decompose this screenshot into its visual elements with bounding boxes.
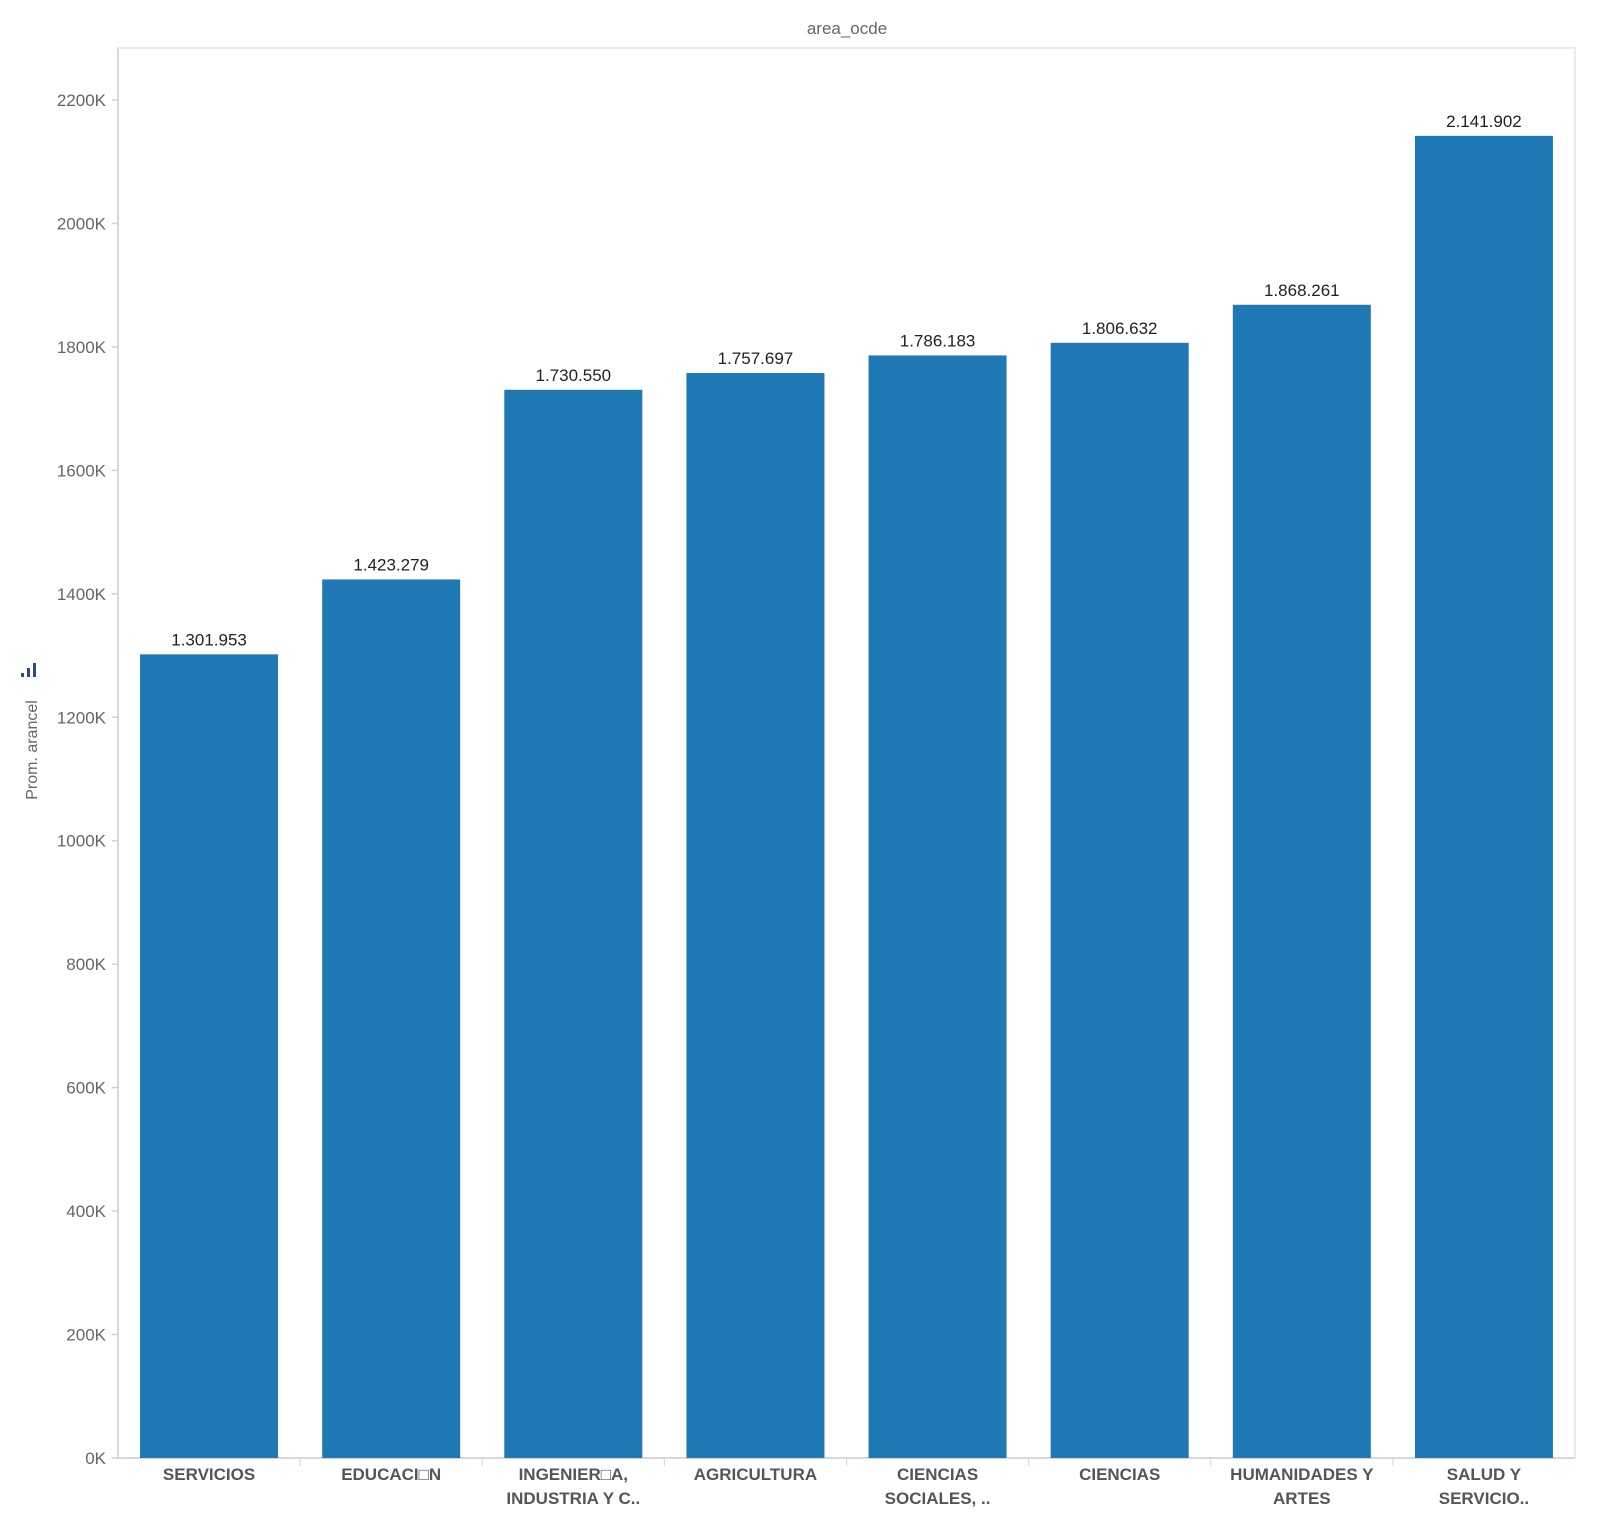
- y-tick-label: 1000K: [57, 832, 107, 851]
- x-tick-label: AGRICULTURA: [694, 1465, 817, 1484]
- x-tick-label: SERVICIO..: [1439, 1489, 1529, 1508]
- x-tick-label: HUMANIDADES Y: [1230, 1465, 1374, 1484]
- bar[interactable]: [1232, 304, 1371, 1458]
- data-label: 2.141.902: [1446, 112, 1522, 131]
- y-axis-ticks: 0K 200K 400K 600K 800K 1000K 1200K 1400K 1600K 18…: [57, 91, 118, 1468]
- y-tick-label: 2200K: [57, 91, 107, 110]
- bar[interactable]: [868, 355, 1007, 1458]
- data-label: 1.730.550: [535, 366, 611, 385]
- bars-group: [140, 135, 1553, 1459]
- data-label: 1.806.632: [1082, 319, 1158, 338]
- x-tick-label: ARTES: [1273, 1489, 1331, 1508]
- x-tick-label: INGENIER□A,: [519, 1465, 628, 1484]
- y-tick-label: 800K: [66, 955, 106, 974]
- bar[interactable]: [1414, 135, 1553, 1458]
- y-tick-label: 2000K: [57, 214, 107, 233]
- x-tick-label: CIENCIAS: [1079, 1465, 1160, 1484]
- data-labels-group: 1.301.953 1.423.279 1.730.550 1.757.697 1.78…: [171, 112, 1522, 649]
- y-axis-title: Prom. arancel: [24, 700, 41, 800]
- data-label: 1.786.183: [900, 331, 976, 350]
- chart-title: area_ocde: [807, 19, 887, 38]
- bar[interactable]: [686, 373, 825, 1458]
- x-tick-label: EDUCACI□N: [341, 1465, 441, 1484]
- y-tick-label: 600K: [66, 1079, 106, 1098]
- x-tick-label: SALUD Y: [1447, 1465, 1522, 1484]
- x-tick-label: CIENCIAS: [897, 1465, 978, 1484]
- bar[interactable]: [1050, 342, 1189, 1459]
- bar[interactable]: [140, 654, 279, 1458]
- y-tick-label: 400K: [66, 1202, 106, 1221]
- y-tick-label: 1800K: [57, 338, 107, 357]
- data-label: 1.868.261: [1264, 281, 1340, 300]
- y-tick-label: 1600K: [57, 461, 107, 480]
- y-tick-label: 0K: [85, 1449, 106, 1468]
- y-tick-label: 1200K: [57, 708, 107, 727]
- bar[interactable]: [504, 389, 643, 1458]
- bar-chart-icon: [21, 663, 36, 677]
- x-axis-ticks: SERVICIOS EDUCACI□N INGENIER□A, INDUSTRIA Y…: [163, 1458, 1529, 1508]
- data-label: 1.757.697: [718, 349, 794, 368]
- y-axis-title-group: Prom. arancel: [24, 700, 41, 800]
- y-tick-label: 1400K: [57, 585, 107, 604]
- x-tick-label: SOCIALES, ..: [885, 1489, 991, 1508]
- x-tick-label: SERVICIOS: [163, 1465, 255, 1484]
- x-tick-label: INDUSTRIA Y C..: [506, 1489, 640, 1508]
- data-label: 1.423.279: [353, 555, 429, 574]
- data-label: 1.301.953: [171, 630, 247, 649]
- y-tick-label: 200K: [66, 1326, 106, 1345]
- bar[interactable]: [322, 579, 461, 1458]
